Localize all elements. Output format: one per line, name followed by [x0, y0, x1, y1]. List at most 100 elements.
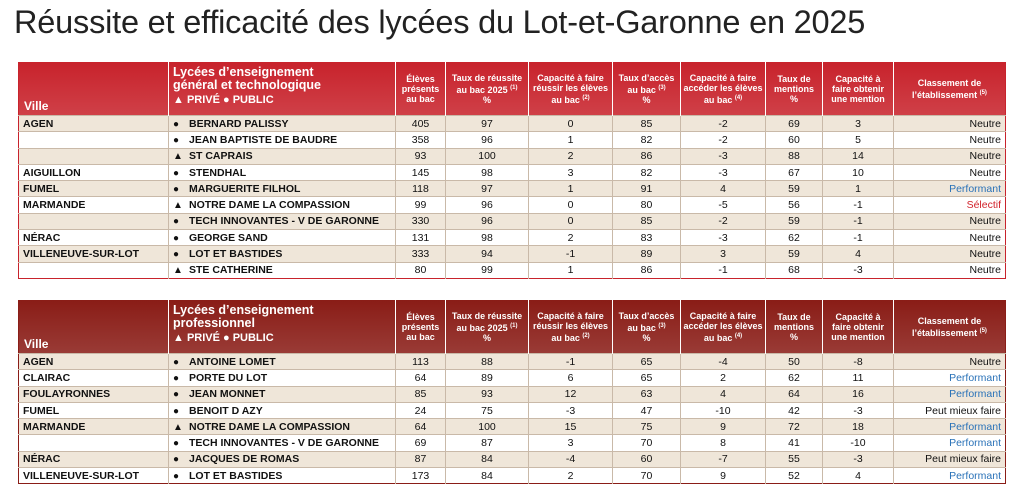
value-cell: 83 [612, 229, 681, 246]
header-column: Élèves présents au bac [395, 300, 446, 354]
school-name: NOTRE DAME LA COMPASSION [189, 199, 351, 212]
value-cell: 64 [395, 418, 446, 435]
value-cell: 87 [445, 434, 529, 452]
header-column: Classement de l’établissement (5) [893, 300, 1006, 354]
header-column: Taux de réussite au bac 2025 (1)% [445, 300, 529, 354]
ville-cell: NÉRAC [18, 229, 169, 246]
ville-cell [18, 131, 169, 149]
header-column: Élèves présents au bac [395, 62, 446, 116]
value-cell: 52 [765, 467, 823, 484]
header-text: Capacité à faire obtenir une mention [831, 74, 885, 104]
page-title: Réussite et efficacité des lycées du Lot… [14, 4, 866, 40]
school-cell: ● TECH INNOVANTES - V DE GARONNE [168, 434, 396, 452]
classement-cell: Performant [893, 180, 1006, 197]
header-ville: Ville [24, 99, 49, 113]
value-cell: 93 [395, 147, 446, 165]
header-text: Capacité à faire obtenir une mention [831, 312, 885, 342]
value-cell: -3 [680, 147, 766, 165]
school-name: JEAN MONNET [189, 388, 266, 401]
school-marker: ● [173, 167, 180, 179]
header-text: Classement de l’établissement [912, 78, 982, 100]
table-row: FOULAYRONNES ● JEAN MONNET 85 93 12 63 4 64 16 Per… [18, 385, 1006, 403]
value-cell: 4 [822, 467, 894, 484]
table-row: CLAIRAC ● PORTE DU LOT 64 89 6 65 2 62 11 Performa… [18, 369, 1006, 387]
value-cell: 1 [528, 131, 613, 149]
value-cell: 41 [765, 434, 823, 452]
ville-cell: CLAIRAC [18, 369, 169, 387]
school-marker: ● [173, 183, 180, 195]
header-column: Capacité à faire réussir les élèves au b… [528, 62, 613, 116]
value-cell: 113 [395, 352, 446, 370]
value-cell: 100 [445, 147, 529, 165]
header-text: Taux de réussite au bac 2025 [451, 73, 523, 95]
school-marker: ● [173, 389, 180, 401]
value-cell: 6 [528, 369, 613, 387]
school-cell: ● JEAN BAPTISTE DE BAUDRE [168, 131, 396, 149]
school-cell: ● LOT ET BASTIDES [168, 245, 396, 263]
value-cell: 69 [395, 434, 446, 452]
value-cell: 0 [528, 212, 613, 230]
school-marker: ▲ [173, 151, 183, 163]
value-cell: -1 [822, 196, 894, 214]
school-cell: ● JACQUES DE ROMAS [168, 450, 396, 468]
ville-cell: MARMANDE [18, 418, 169, 435]
table-row: MARMANDE ▲ NOTRE DAME LA COMPASSION 64 100 15… [18, 418, 1006, 435]
value-cell: 8 [680, 434, 766, 452]
value-cell: 16 [822, 385, 894, 403]
header-note: (2) [582, 95, 590, 101]
value-cell: 358 [395, 131, 446, 149]
table-general: Ville Lycées d’enseignement général et tec… [18, 62, 1006, 279]
value-cell: 94 [445, 245, 529, 263]
value-cell: -10 [822, 434, 894, 452]
school-cell: ● LOT ET BASTIDES [168, 467, 396, 484]
header-unit: % [642, 95, 651, 105]
table-row: AGEN ● ANTOINE LOMET 113 88 -1 65 -4 50 -8 Neutre [18, 352, 1006, 370]
value-cell: -8 [822, 352, 894, 370]
school-name: ST CAPRAIS [189, 150, 253, 163]
header-unit: % [482, 333, 491, 343]
value-cell: -3 [680, 163, 766, 181]
value-cell: 5 [822, 131, 894, 149]
value-cell: 75 [612, 418, 681, 435]
value-cell: -3 [822, 401, 894, 419]
value-cell: 96 [445, 196, 529, 214]
value-cell: 82 [612, 131, 681, 149]
header-legend: ▲ PRIVÉ ● PUBLIC [173, 332, 274, 344]
classement-cell: Neutre [893, 212, 1006, 230]
classement-cell: Neutre [893, 245, 1006, 263]
value-cell: -3 [680, 229, 766, 246]
value-cell: 9 [680, 418, 766, 435]
school-name: GEORGE SAND [189, 231, 268, 244]
value-cell: -1 [528, 352, 613, 370]
value-cell: 96 [445, 131, 529, 149]
value-cell: -1 [528, 245, 613, 263]
classement-cell: Neutre [893, 229, 1006, 246]
value-cell: 55 [765, 450, 823, 468]
classement-cell: Neutre [893, 147, 1006, 165]
school-cell: ● STENDHAL [168, 163, 396, 181]
header-legend: ▲ PRIVÉ ● PUBLIC [173, 94, 274, 106]
ville-cell [18, 261, 169, 279]
value-cell: -4 [680, 352, 766, 370]
header-row: Ville Lycées d’enseignement général et tec… [18, 62, 1006, 116]
school-marker: ● [173, 454, 180, 466]
value-cell: 98 [445, 229, 529, 246]
table-row: NÉRAC ● GEORGE SAND 131 98 2 83 -3 62 -1 Neutre [18, 229, 1006, 246]
value-cell: 60 [612, 450, 681, 468]
header-school: Lycées d’enseignement professionnel ▲ PRIV… [168, 300, 396, 354]
header-school-line: Lycées d’enseignement [173, 65, 314, 79]
value-cell: 10 [822, 163, 894, 181]
value-cell: 9 [680, 467, 766, 484]
value-cell: 24 [395, 401, 446, 419]
table-row: MARMANDE ▲ NOTRE DAME LA COMPASSION 99 96 0 80… [18, 196, 1006, 214]
value-cell: 68 [765, 261, 823, 279]
header-text: Classement de l’établissement [912, 316, 982, 338]
classement-cell: Neutre [893, 131, 1006, 149]
value-cell: 2 [528, 467, 613, 484]
value-cell: 3 [528, 434, 613, 452]
value-cell: 96 [445, 212, 529, 230]
school-marker: ▲ [173, 200, 183, 212]
header-column: Capacité à faire réussir les élèves au b… [528, 300, 613, 354]
value-cell: 59 [765, 212, 823, 230]
